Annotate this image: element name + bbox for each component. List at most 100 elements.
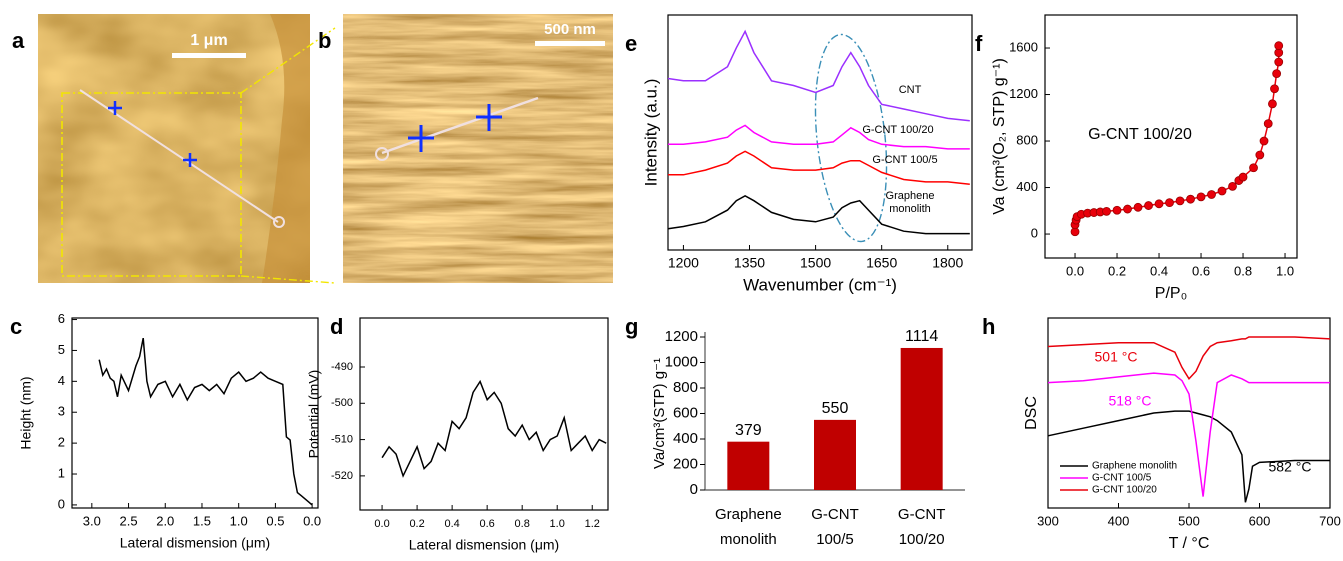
y-tick-label: -510 (331, 433, 353, 445)
annotation: 582 °C (1269, 459, 1312, 475)
data-line (667, 29, 970, 122)
x-tick-label: 700 (1319, 513, 1341, 528)
y-axis-label: Height (nm) (18, 376, 34, 449)
y-tick-label: 3 (58, 404, 65, 419)
y-tick-label: 800 (673, 379, 698, 396)
x-tick-label: 1200 (668, 255, 699, 271)
panel-label: f (975, 31, 983, 56)
cursor-cross (408, 104, 502, 152)
y-tick-label: 0 (690, 481, 698, 498)
zoom-box (61, 92, 242, 277)
panel-label: b (318, 28, 331, 53)
data-point (1165, 198, 1174, 208)
y-tick-label: 2 (58, 435, 65, 450)
y-tick-label: 800 (1016, 132, 1038, 147)
plot-frame (667, 14, 973, 251)
data-line (1047, 410, 1330, 503)
data-point (1123, 204, 1132, 214)
data-line (1047, 336, 1331, 381)
afm-image (343, 14, 613, 283)
data-point (1102, 206, 1111, 216)
x-tick-label: Graphene monolith (714, 506, 782, 548)
data-point (1154, 199, 1164, 209)
annotation: 501 °C (1095, 349, 1138, 365)
series-label: CNT (898, 84, 922, 96)
data-line (381, 379, 607, 478)
x-axis-label: Lateral dismension (μm) (409, 537, 559, 553)
x-tick-label: 0.0 (1066, 263, 1084, 278)
panel-label: e (625, 31, 637, 56)
cursor-cross (108, 101, 197, 167)
legend-label: G-CNT 100/5 (1092, 473, 1152, 484)
profile-line (381, 96, 539, 155)
y-tick-label: 6 (58, 311, 65, 326)
data-point (1263, 119, 1273, 128)
data-line (667, 195, 970, 235)
y-tick-label: 1 (58, 465, 65, 480)
x-tick-label: G-CNT 100/20 (897, 506, 946, 548)
bar (727, 441, 770, 490)
y-tick-label: 600 (673, 404, 698, 421)
scale-bar-label: 500 nm (544, 21, 596, 38)
data-point (1238, 172, 1248, 182)
x-tick-label: 0.0 (303, 513, 321, 528)
afm-region (262, 14, 310, 283)
x-tick-label: 0.8 (1234, 263, 1252, 278)
data-point (1112, 205, 1122, 215)
x-tick-label: 1650 (866, 255, 897, 271)
panel-label: d (330, 314, 343, 339)
series-label: Graphene monolith (885, 190, 935, 215)
x-axis-label: Lateral dismension (μm) (120, 535, 270, 551)
legend-label: Graphene monolith (1092, 461, 1177, 472)
scale-bar-label: 1 μm (190, 32, 227, 49)
x-tick-label: 1.5 (193, 513, 211, 528)
data-point (1196, 192, 1206, 202)
peak-highlight (814, 33, 888, 243)
plot-frame (71, 317, 319, 509)
plot-frame (1047, 317, 1331, 509)
data-point (1268, 99, 1277, 109)
x-tick-label: 0.8 (515, 518, 530, 530)
x-tick-label: 0.6 (480, 518, 495, 530)
data-point (1217, 186, 1227, 196)
y-tick-label: 0 (58, 496, 65, 511)
x-tick-label: 1.0 (230, 513, 248, 528)
y-tick-label: 4 (58, 373, 65, 388)
x-axis-label: Wavenumber (cm⁻¹) (743, 275, 897, 294)
x-tick-label: 0.6 (1192, 263, 1210, 278)
x-tick-label: 1.2 (585, 518, 600, 530)
data-line (98, 337, 313, 506)
y-tick-label: 400 (1016, 179, 1038, 194)
data-point (1270, 84, 1279, 94)
x-tick-label: 0.0 (374, 518, 389, 530)
scale-bar (172, 53, 246, 58)
y-tick-label: 1200 (1009, 86, 1038, 101)
x-tick-label: 1.0 (1276, 263, 1294, 278)
y-tick-label: -490 (331, 361, 353, 373)
data-point (1259, 136, 1269, 146)
x-tick-label: 1.0 (550, 518, 565, 530)
y-tick-label: 400 (673, 430, 698, 447)
x-tick-label: 1500 (800, 255, 831, 271)
y-tick-label: -500 (331, 397, 353, 409)
x-tick-label: 500 (1178, 513, 1200, 528)
y-tick-label: 1600 (1009, 39, 1038, 54)
data-point (1274, 57, 1284, 67)
y-axis-label: Intensity (a.u.) (641, 79, 660, 187)
afm-image (38, 14, 310, 283)
profile-end (273, 216, 285, 228)
x-tick-label: 0.4 (444, 518, 459, 530)
panel-label: h (982, 314, 995, 339)
legend-label: G-CNT 100/20 (1092, 485, 1157, 496)
plot-frame (359, 317, 609, 511)
x-tick-label: 3.0 (83, 513, 101, 528)
y-tick-label: 5 (58, 342, 65, 357)
data-line (1047, 372, 1330, 497)
annotation: G-CNT 100/20 (1088, 126, 1192, 143)
data-point (1144, 201, 1153, 210)
zoom-link (240, 27, 336, 94)
data-point (1228, 181, 1237, 191)
bar (814, 419, 856, 490)
